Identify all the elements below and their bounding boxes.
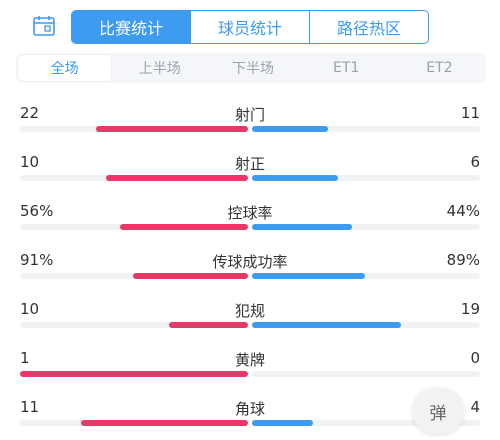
stat-label: 角球 xyxy=(234,400,265,418)
stat-label: 射门 xyxy=(234,106,265,124)
away-value: 19 xyxy=(460,300,480,318)
stat-label: 射正 xyxy=(234,155,265,173)
away-value: 6 xyxy=(470,153,480,171)
away-bar-track xyxy=(252,322,480,328)
tab-player-stats[interactable]: 球员统计 xyxy=(190,11,309,43)
stat-label: 传球成功率 xyxy=(212,253,288,271)
home-bar xyxy=(95,126,248,132)
tab-second-half[interactable]: 下半场 xyxy=(232,61,274,77)
tab-full-match[interactable]: 全场 xyxy=(18,55,112,81)
away-value: 4 xyxy=(470,398,480,416)
home-value: 91% xyxy=(20,251,54,269)
away-value: 0 xyxy=(470,349,480,367)
away-value: 89% xyxy=(446,251,480,269)
home-bar-track xyxy=(20,126,248,132)
away-bar xyxy=(252,126,328,132)
home-bar xyxy=(105,175,248,181)
stat-row-corners: 11 角球 4 xyxy=(0,390,500,439)
away-bar-track xyxy=(252,175,480,181)
home-value: 56% xyxy=(20,202,54,220)
home-bar-track xyxy=(20,273,248,279)
danmaku-button[interactable]: 弹 xyxy=(412,388,464,434)
away-value: 11 xyxy=(460,104,480,122)
away-bar xyxy=(252,175,338,181)
home-bar xyxy=(120,224,248,230)
home-bar xyxy=(132,273,248,279)
away-bar xyxy=(252,224,353,230)
period-tabs: 全场 上半场 下半场 ET1 ET2 xyxy=(16,53,486,83)
home-value: 10 xyxy=(20,300,40,318)
home-bar xyxy=(169,322,248,328)
stat-row-shots-on-target: 10 射正 6 xyxy=(0,145,500,194)
tab-heatmap[interactable]: 路径热区 xyxy=(309,11,428,43)
home-bar-track xyxy=(20,175,248,181)
away-bar-track xyxy=(252,371,480,377)
away-bar-track xyxy=(252,224,480,230)
tab-et1[interactable]: ET1 xyxy=(333,60,360,76)
away-bar-track xyxy=(252,273,480,279)
home-bar-track xyxy=(20,322,248,328)
away-bar-track xyxy=(252,420,480,426)
home-value: 1 xyxy=(20,349,30,367)
home-bar-track xyxy=(20,371,248,377)
away-value: 44% xyxy=(446,202,480,220)
stat-row-possession: 56% 控球率 44% xyxy=(0,194,500,243)
home-value: 10 xyxy=(20,153,40,171)
home-value: 22 xyxy=(20,104,40,122)
home-bar-track xyxy=(20,224,248,230)
stat-row-shots: 22 射门 11 xyxy=(0,96,500,145)
stat-row-pass-accuracy: 91% 传球成功率 89% xyxy=(0,243,500,292)
main-tabs: 比赛统计 球员统计 路径热区 xyxy=(71,10,429,44)
stat-label: 犯规 xyxy=(234,302,265,320)
away-bar xyxy=(252,322,402,328)
home-value: 11 xyxy=(20,398,40,416)
home-bar xyxy=(20,371,248,377)
tab-first-half[interactable]: 上半场 xyxy=(138,61,181,77)
away-bar-track xyxy=(252,126,480,132)
home-bar xyxy=(80,420,248,426)
stats-list: 22 射门 11 10 射正 6 56% 控球率 44% 91% 传球成功率 8… xyxy=(0,96,500,439)
tab-match-stats[interactable]: 比赛统计 xyxy=(72,11,190,43)
calendar-icon[interactable] xyxy=(32,14,58,38)
stat-label: 黄牌 xyxy=(234,351,265,369)
stat-label: 控球率 xyxy=(227,204,273,222)
away-bar xyxy=(252,273,365,279)
stat-row-yellow-cards: 1 黄牌 0 xyxy=(0,341,500,390)
tab-et2[interactable]: ET2 xyxy=(426,60,453,76)
away-bar xyxy=(252,420,313,426)
home-bar-track xyxy=(20,420,248,426)
stat-row-fouls: 10 犯规 19 xyxy=(0,292,500,341)
